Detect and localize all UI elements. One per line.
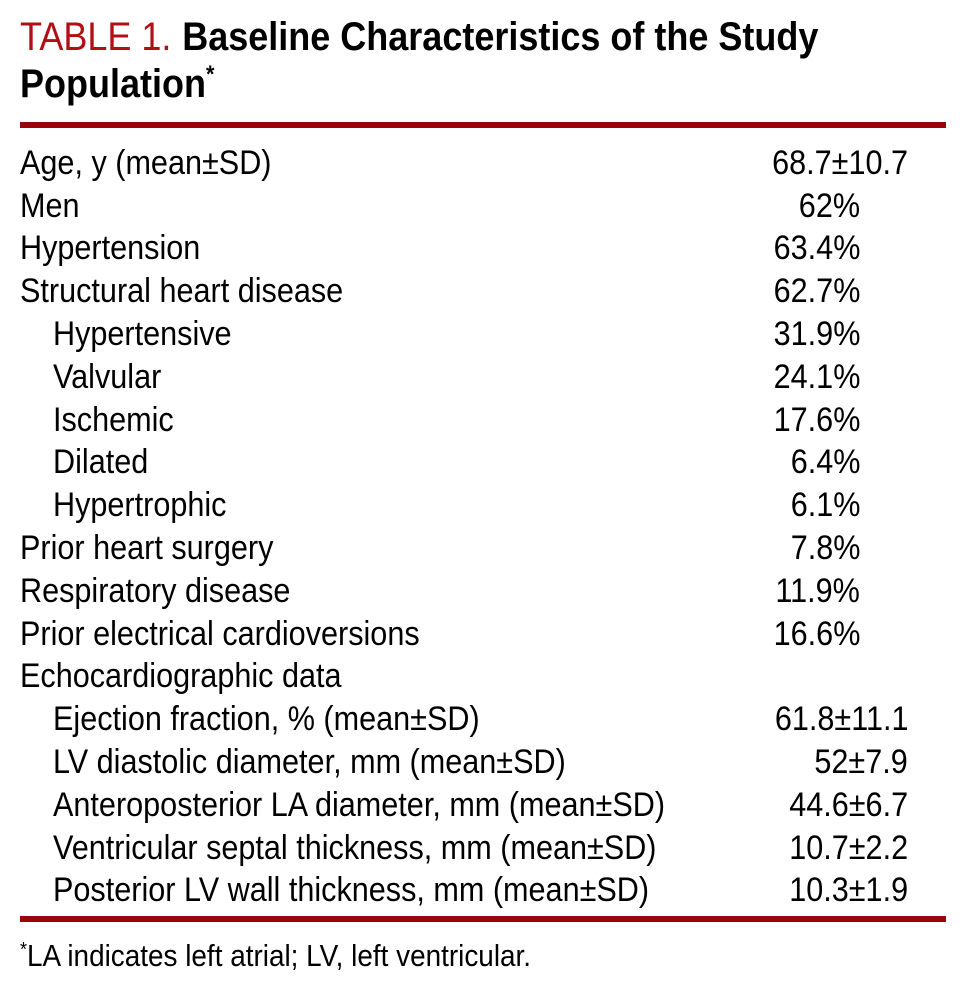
row-label: Ventricular septal thickness, mm (mean±S… (53, 828, 657, 867)
table-title-line-2: Population* (20, 61, 946, 113)
row-value: 11.9% (775, 571, 860, 610)
table-row-prior-heart-surgery: Prior heart surgery 7.8% (20, 527, 946, 570)
table-row-dilated: Dilated 6.4% (20, 442, 946, 485)
row-label: Posterior LV wall thickness, mm (mean±SD… (53, 871, 650, 910)
table-number-label: TABLE 1. (20, 15, 172, 59)
row-value: 31.9% (773, 315, 860, 354)
bottom-rule (20, 916, 946, 923)
table-row-hypertensive: Hypertensive 31.9% (20, 313, 946, 356)
table-row-hypertrophic: Hypertrophic 6.1% (20, 484, 946, 527)
characteristics-table: Age, y (mean±SD) 68.7±10.7 Men 62% Hyper… (20, 142, 946, 912)
row-value: 44.6±6.7 (789, 785, 908, 824)
row-value: 6.4% (790, 443, 860, 482)
table-row-ejection-fraction: Ejection fraction, % (mean±SD) 61.8±11.1 (20, 698, 946, 741)
table-row-respiratory-disease: Respiratory disease 11.9% (20, 570, 946, 613)
row-label: Echocardiographic data (20, 657, 342, 696)
row-value: 17.6% (773, 400, 860, 439)
table-row-men: Men 62% (20, 185, 946, 228)
table-title: TABLE 1. Baseline Characteristics of the … (20, 14, 946, 113)
table-row-valvular: Valvular 24.1% (20, 356, 946, 399)
row-label: Men (20, 186, 80, 225)
row-value: 7.8% (790, 529, 860, 568)
footnote-marker: * (20, 939, 28, 962)
row-value: 62% (798, 186, 860, 225)
table-title-text-line2: Population (20, 62, 206, 106)
table-row-posterior-lv-wall-thickness: Posterior LV wall thickness, mm (mean±SD… (20, 870, 946, 913)
table-row-anteroposterior-la-diameter: Anteroposterior LA diameter, mm (mean±SD… (20, 784, 946, 827)
table-row-lv-diastolic-diameter: LV diastolic diameter, mm (mean±SD) 52±7… (20, 741, 946, 784)
row-label: Hypertrophic (53, 486, 227, 525)
row-value: 10.7±2.2 (789, 828, 908, 867)
table-row-age: Age, y (mean±SD) 68.7±10.7 (20, 142, 946, 185)
table-row-echocardiographic-data: Echocardiographic data (20, 656, 946, 699)
row-value: 10.3±1.9 (789, 871, 908, 910)
row-label: Hypertension (20, 229, 201, 268)
row-label: Prior electrical cardioversions (20, 614, 420, 653)
title-footnote-marker: * (205, 61, 215, 88)
table-footnote: *LA indicates left atrial; LV, left vent… (20, 936, 946, 980)
table-row-hypertension: Hypertension 63.4% (20, 228, 946, 271)
row-value: 63.4% (773, 229, 860, 268)
row-value: 68.7±10.7 (772, 143, 908, 182)
row-value: 62.7% (773, 272, 860, 311)
table-row-prior-electrical-cardioversions: Prior electrical cardioversions 16.6% (20, 613, 946, 656)
row-label: Hypertensive (53, 315, 232, 354)
row-label: Ejection fraction, % (mean±SD) (53, 700, 480, 739)
footnote-text: LA indicates left atrial; LV, left ventr… (27, 938, 532, 974)
row-label: Respiratory disease (20, 571, 291, 610)
table-row-ventricular-septal-thickness: Ventricular septal thickness, mm (mean±S… (20, 827, 946, 870)
table-row-structural-heart-disease: Structural heart disease 62.7% (20, 270, 946, 313)
row-value: 24.1% (773, 357, 860, 396)
row-label: Dilated (53, 443, 149, 482)
row-value: 61.8±11.1 (774, 700, 908, 739)
row-label: Valvular (53, 357, 162, 396)
table-row-ischemic: Ischemic 17.6% (20, 399, 946, 442)
top-rule (20, 122, 946, 128)
row-value: 16.6% (773, 614, 860, 653)
row-label: Prior heart surgery (20, 529, 274, 568)
row-label: Structural heart disease (20, 272, 344, 311)
row-label: LV diastolic diameter, mm (mean±SD) (53, 743, 566, 782)
row-value (756, 657, 946, 696)
table-title-text-line1: Baseline Characteristics of the Study (182, 15, 819, 59)
row-label: Age, y (mean±SD) (20, 143, 272, 182)
table-title-line-1: TABLE 1. Baseline Characteristics of the … (20, 14, 946, 61)
row-label: Anteroposterior LA diameter, mm (mean±SD… (53, 785, 666, 824)
row-label: Ischemic (53, 400, 174, 439)
row-value: 52±7.9 (814, 743, 908, 782)
row-value: 6.1% (790, 486, 860, 525)
